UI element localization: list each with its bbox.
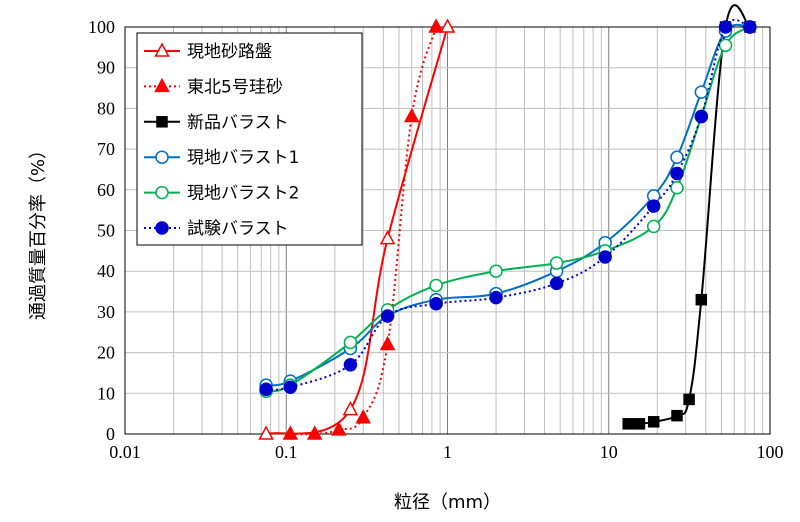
- y-tick-label: 70: [97, 139, 115, 159]
- data-point: [671, 409, 683, 422]
- data-point: [549, 256, 564, 270]
- legend-label: 東北5号珪砂: [187, 77, 283, 97]
- data-point: [646, 199, 661, 213]
- data-point: [282, 425, 299, 440]
- data-point: [670, 166, 684, 181]
- legend-label: 現地砂路盤: [187, 42, 272, 62]
- data-point: [306, 425, 323, 440]
- data-point: [331, 421, 347, 436]
- legend-item: 現地バラスト2: [144, 184, 299, 204]
- x-tick-label: 100: [757, 442, 784, 462]
- y-tick-label: 100: [88, 17, 115, 37]
- series-3: [622, 4, 756, 430]
- y-tick-label: 0: [106, 424, 115, 444]
- legend-item: 試験バラスト: [144, 219, 289, 239]
- legend-box: [136, 32, 363, 246]
- legend-marker: [155, 185, 169, 200]
- data-point: [549, 276, 564, 291]
- data-point: [342, 401, 359, 416]
- data-point: [718, 38, 733, 53]
- data-point: [428, 18, 444, 33]
- data-point: [380, 309, 395, 323]
- data-point: [646, 219, 661, 234]
- data-point: [743, 20, 757, 34]
- data-point: [694, 109, 709, 124]
- x-tick-label: 0.01: [109, 442, 141, 462]
- legend-label: 新品バラスト: [187, 113, 289, 133]
- tick-labels: 0.01 0.1 1 10 100 0 10 20 30 40 50 60 70 80 90 100: [88, 17, 784, 462]
- data-point: [622, 418, 634, 430]
- legend-marker: [154, 77, 170, 93]
- series-6: [259, 18, 757, 396]
- data-point: [647, 416, 660, 428]
- legend-item: 東北5号珪砂: [144, 77, 283, 97]
- data-point: [343, 358, 358, 372]
- data-point: [670, 181, 684, 195]
- x-tick-label: 10: [600, 442, 618, 462]
- data-point: [439, 18, 456, 33]
- data-point: [403, 107, 420, 123]
- data-point: [694, 85, 709, 99]
- data-point: [633, 418, 646, 430]
- legend-marker: [154, 42, 170, 57]
- x-axis-title: 粒径（mm）: [394, 492, 501, 513]
- data-point: [598, 250, 612, 264]
- data-point: [283, 380, 298, 394]
- legend-marker: [155, 221, 169, 235]
- data-point: [429, 278, 443, 293]
- data-point: [489, 264, 503, 278]
- legend-marker: [156, 116, 168, 128]
- legend-item: 現地砂路盤: [144, 42, 272, 62]
- legend-marker: [155, 150, 169, 164]
- data-point: [429, 297, 443, 311]
- data-point: [670, 150, 684, 164]
- y-tick-label: 60: [97, 180, 115, 200]
- legend-label: 試験バラスト: [187, 219, 289, 239]
- data-point: [683, 393, 695, 406]
- legend-item: 新品バラスト: [144, 113, 289, 133]
- y-tick-label: 20: [97, 343, 115, 363]
- x-tick-label: 0.1: [275, 442, 298, 462]
- data-point: [379, 335, 396, 351]
- series-layer: [258, 4, 757, 440]
- legend-label: 現地バラスト1: [187, 148, 299, 168]
- series-2: [282, 18, 444, 440]
- data-point: [259, 382, 273, 396]
- data-point: [695, 293, 708, 306]
- data-point: [258, 425, 274, 440]
- data-point: [489, 290, 503, 305]
- data-point: [343, 335, 358, 350]
- y-tick-label: 90: [97, 58, 115, 78]
- y-tick-label: 10: [97, 383, 115, 403]
- data-point: [355, 409, 371, 424]
- data-point: [379, 230, 396, 245]
- y-tick-label: 50: [97, 221, 115, 241]
- y-tick-label: 80: [97, 98, 115, 118]
- legend-label: 現地バラスト2: [187, 184, 299, 204]
- data-point: [718, 20, 733, 34]
- y-axis-title: 通過質量百分率（%）: [28, 141, 49, 320]
- legend-item: 現地バラスト1: [144, 148, 299, 168]
- y-tick-label: 40: [97, 261, 115, 281]
- x-tick-label: 1: [443, 442, 452, 462]
- y-tick-label: 30: [97, 302, 115, 322]
